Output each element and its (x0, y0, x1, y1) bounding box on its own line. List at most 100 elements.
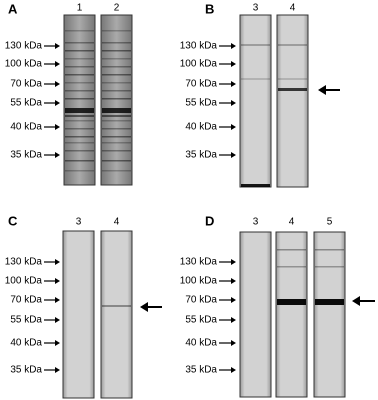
gel-band (315, 249, 344, 251)
gel-band (102, 30, 131, 32)
gel-band (241, 184, 270, 187)
gel-lane (275, 231, 308, 398)
marker-arrowhead (231, 278, 236, 284)
marker-arrowhead (231, 340, 236, 346)
marker-arrowhead (231, 43, 236, 49)
gel-band (65, 150, 94, 152)
marker-arrowhead (55, 124, 60, 130)
gel-band (102, 150, 131, 152)
marker-label: 100 kDa (5, 276, 43, 287)
marker-label: 35 kDa (185, 150, 217, 161)
gel-band (65, 170, 94, 172)
marker-label: 70 kDa (185, 79, 217, 90)
marker-arrowhead (231, 100, 236, 106)
gel-lane (239, 14, 272, 188)
gel-band (65, 108, 94, 113)
marker-label: 130 kDa (5, 41, 43, 52)
gel-band (65, 58, 94, 60)
marker-label: 40 kDa (185, 122, 217, 133)
gel-band (102, 305, 131, 307)
marker-arrowhead (231, 152, 236, 158)
gel-band (277, 266, 306, 268)
marker-arrowhead (231, 297, 236, 303)
gel-band (65, 115, 94, 117)
lane-label: 4 (289, 217, 295, 228)
gel-band (65, 142, 94, 144)
gel-band (102, 170, 131, 172)
marker-label: 35 kDa (10, 150, 42, 161)
gel-band (278, 88, 307, 91)
marker-label: 40 kDa (185, 338, 217, 349)
lane-label: 3 (76, 217, 82, 228)
gel-band (315, 299, 344, 305)
gel-band (277, 249, 306, 251)
marker-label: 130 kDa (180, 257, 218, 268)
gel-band (278, 44, 307, 46)
gel-band (102, 136, 131, 138)
lane-label: 5 (327, 217, 333, 228)
marker-arrowhead (55, 61, 60, 67)
marker-label: 35 kDa (10, 365, 42, 376)
marker-arrowhead (55, 43, 60, 49)
marker-arrowhead (231, 317, 236, 323)
marker-arrowhead (55, 81, 60, 87)
lane-label: 4 (114, 217, 120, 228)
panel-label: C (8, 213, 18, 228)
gel-lane (239, 231, 272, 398)
gel-band (102, 74, 131, 76)
marker-label: 100 kDa (180, 276, 218, 287)
marker-arrowhead (231, 61, 236, 67)
gel-band (102, 120, 131, 122)
marker-label: 40 kDa (10, 338, 42, 349)
marker-arrowhead (231, 124, 236, 130)
gel-band (65, 90, 94, 92)
gel-band (102, 160, 131, 162)
marker-label: 100 kDa (5, 59, 43, 70)
panel-label: A (8, 1, 18, 16)
marker-label: 70 kDa (10, 295, 42, 306)
gel-lane (63, 14, 96, 186)
gel-lane (313, 231, 346, 398)
marker-arrowhead (55, 367, 60, 373)
gel-band (65, 82, 94, 84)
marker-label: 70 kDa (185, 295, 217, 306)
marker-arrowhead (55, 340, 60, 346)
marker-arrowhead (231, 367, 236, 373)
gel-band (241, 78, 270, 80)
gel-band (102, 58, 131, 60)
gel-band (65, 42, 94, 44)
marker-label: 55 kDa (185, 98, 217, 109)
gel-band (65, 120, 94, 122)
gel-lane (62, 230, 95, 399)
marker-label: 70 kDa (10, 79, 42, 90)
lane-label: 2 (114, 3, 120, 14)
gel-band (102, 142, 131, 144)
marker-label: 40 kDa (10, 122, 42, 133)
marker-arrowhead (55, 259, 60, 265)
gel-band (102, 50, 131, 52)
gel-band (277, 299, 306, 305)
marker-arrowhead (231, 81, 236, 87)
lane-label: 3 (253, 3, 259, 14)
gel-band (65, 66, 94, 68)
gel-band (102, 108, 131, 113)
marker-arrowhead (55, 152, 60, 158)
marker-arrowhead (231, 259, 236, 265)
gel-band (241, 44, 270, 46)
gel-band (65, 128, 94, 130)
marker-label: 55 kDa (185, 315, 217, 326)
gel-band (102, 128, 131, 130)
gel-band (65, 30, 94, 32)
marker-label: 55 kDa (10, 98, 42, 109)
marker-arrowhead (55, 297, 60, 303)
result-arrowhead (318, 85, 326, 95)
result-arrowhead (140, 302, 148, 312)
gel-band (102, 98, 131, 100)
marker-arrowhead (55, 100, 60, 106)
result-arrowhead (352, 296, 360, 306)
panel-label: B (205, 1, 214, 16)
marker-arrowhead (55, 317, 60, 323)
gel-band (65, 50, 94, 52)
marker-label: 130 kDa (180, 41, 218, 52)
gel-band (315, 266, 344, 268)
